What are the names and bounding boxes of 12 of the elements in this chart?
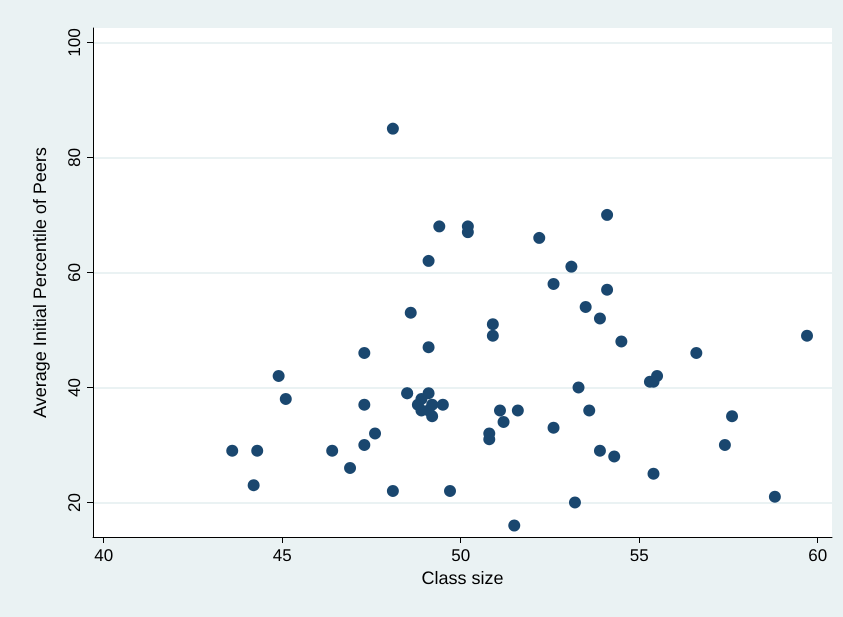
x-tick-label: 45	[272, 546, 292, 565]
y-tick-label: 40	[65, 378, 84, 397]
y-tick-label: 100	[65, 28, 84, 57]
x-tick-label: 60	[808, 546, 828, 565]
x-tick-label: 55	[630, 546, 649, 565]
y-axis-title: Average Initial Percentile of Peers	[30, 147, 50, 418]
y-tick-label: 80	[65, 148, 84, 167]
y-tick-label: 20	[65, 493, 84, 512]
y-tick-label: 60	[65, 262, 84, 282]
x-tick-label: 50	[451, 546, 470, 565]
x-axis-title: Class size	[421, 568, 504, 588]
x-tick-label: 40	[94, 546, 114, 565]
